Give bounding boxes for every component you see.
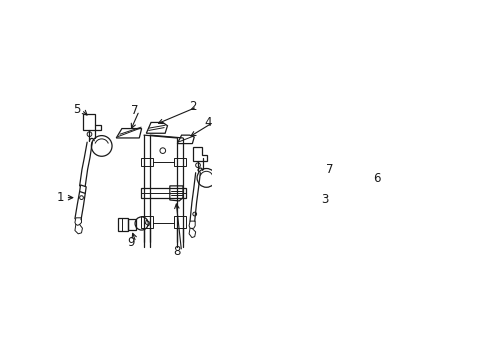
- Text: 2: 2: [188, 100, 196, 113]
- Text: 9: 9: [127, 236, 135, 249]
- Text: 7: 7: [325, 163, 333, 176]
- Text: 5: 5: [73, 103, 81, 116]
- Text: 3: 3: [321, 193, 328, 207]
- Text: 6: 6: [372, 172, 380, 185]
- Text: 4: 4: [204, 116, 212, 129]
- Text: 7: 7: [131, 104, 138, 117]
- Text: 1: 1: [57, 191, 64, 204]
- Text: 8: 8: [173, 245, 180, 258]
